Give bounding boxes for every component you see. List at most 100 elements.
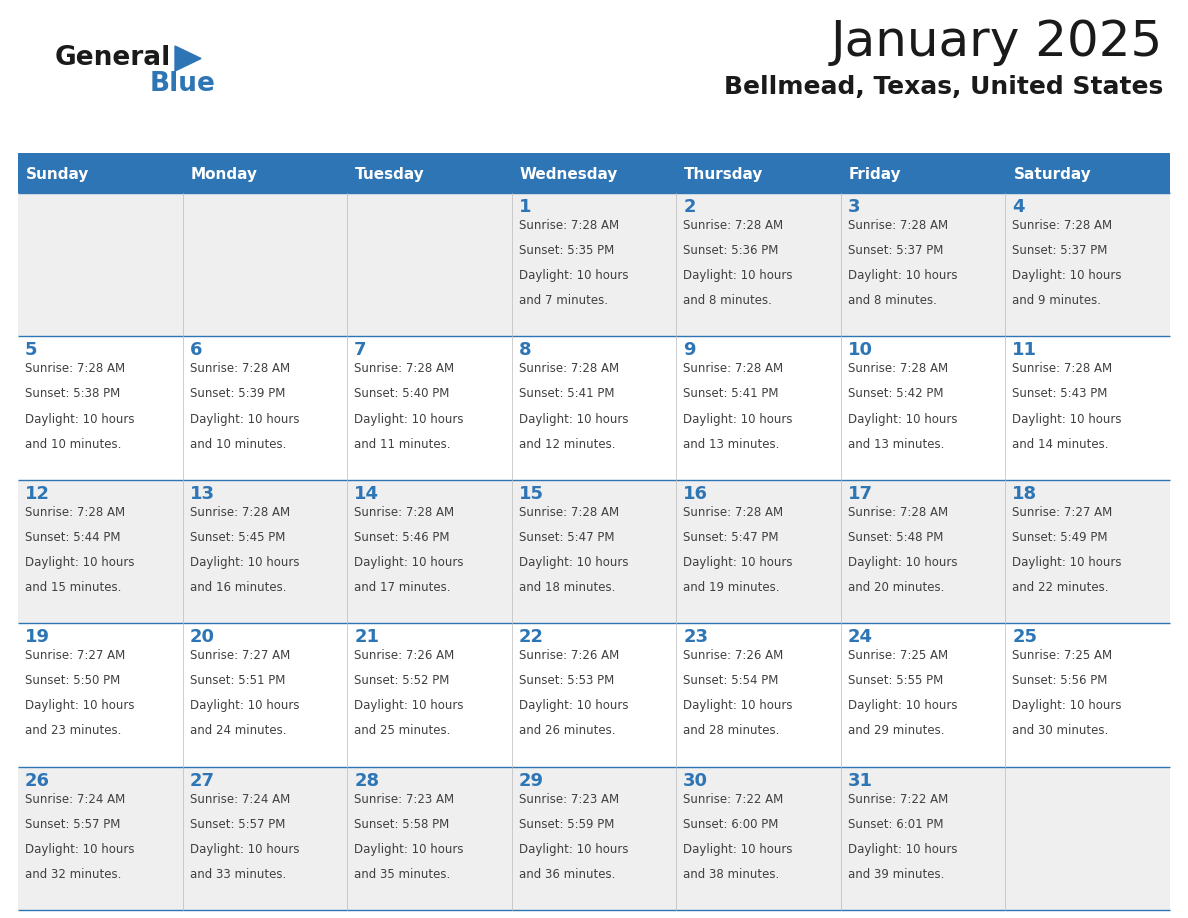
Text: Daylight: 10 hours: Daylight: 10 hours [1012, 700, 1121, 712]
Text: Monday: Monday [190, 166, 258, 182]
Text: Sunset: 5:37 PM: Sunset: 5:37 PM [848, 244, 943, 257]
Text: 21: 21 [354, 628, 379, 646]
Bar [347, 767, 512, 910]
Text: Sunrise: 7:28 AM: Sunrise: 7:28 AM [683, 363, 783, 375]
Text: Sunrise: 7:28 AM: Sunrise: 7:28 AM [519, 363, 619, 375]
Text: Sunset: 5:44 PM: Sunset: 5:44 PM [25, 531, 120, 543]
Text: Daylight: 10 hours: Daylight: 10 hours [683, 556, 792, 569]
Text: Sunrise: 7:28 AM: Sunrise: 7:28 AM [848, 363, 948, 375]
Text: Sunrise: 7:28 AM: Sunrise: 7:28 AM [25, 506, 125, 519]
Text: and 9 minutes.: and 9 minutes. [1012, 295, 1101, 308]
Bar [676, 193, 841, 336]
Text: and 15 minutes.: and 15 minutes. [25, 581, 121, 594]
Text: Sunrise: 7:25 AM: Sunrise: 7:25 AM [1012, 649, 1112, 662]
Text: Sunrise: 7:28 AM: Sunrise: 7:28 AM [1012, 219, 1112, 232]
Text: and 26 minutes.: and 26 minutes. [519, 724, 615, 737]
Text: Tuesday: Tuesday [355, 166, 425, 182]
Text: Bellmead, Texas, United States: Bellmead, Texas, United States [723, 75, 1163, 99]
Text: Sunrise: 7:27 AM: Sunrise: 7:27 AM [25, 649, 125, 662]
Text: Daylight: 10 hours: Daylight: 10 hours [190, 412, 299, 426]
Text: Sunrise: 7:26 AM: Sunrise: 7:26 AM [354, 649, 454, 662]
Text: and 17 minutes.: and 17 minutes. [354, 581, 450, 594]
Text: January 2025: January 2025 [830, 18, 1163, 66]
Text: 17: 17 [848, 485, 873, 503]
Text: Daylight: 10 hours: Daylight: 10 hours [848, 412, 958, 426]
Text: Sunset: 6:01 PM: Sunset: 6:01 PM [848, 818, 943, 831]
Text: Sunset: 5:52 PM: Sunset: 5:52 PM [354, 675, 449, 688]
Text: Daylight: 10 hours: Daylight: 10 hours [683, 269, 792, 282]
Bar [841, 623, 1005, 767]
Text: Daylight: 10 hours: Daylight: 10 hours [1012, 412, 1121, 426]
Text: Sunset: 5:43 PM: Sunset: 5:43 PM [1012, 387, 1107, 400]
Text: Daylight: 10 hours: Daylight: 10 hours [519, 700, 628, 712]
Text: Daylight: 10 hours: Daylight: 10 hours [354, 843, 463, 856]
Text: Sunrise: 7:28 AM: Sunrise: 7:28 AM [848, 506, 948, 519]
Text: Sunrise: 7:25 AM: Sunrise: 7:25 AM [848, 649, 948, 662]
Text: Sunrise: 7:28 AM: Sunrise: 7:28 AM [354, 506, 454, 519]
Text: 30: 30 [683, 772, 708, 789]
Text: Sunrise: 7:28 AM: Sunrise: 7:28 AM [190, 506, 290, 519]
Text: Sunset: 5:47 PM: Sunset: 5:47 PM [683, 531, 779, 543]
Text: and 20 minutes.: and 20 minutes. [848, 581, 944, 594]
Text: and 10 minutes.: and 10 minutes. [190, 438, 286, 451]
Text: Sunrise: 7:24 AM: Sunrise: 7:24 AM [25, 792, 125, 806]
Text: and 18 minutes.: and 18 minutes. [519, 581, 615, 594]
Text: Daylight: 10 hours: Daylight: 10 hours [683, 412, 792, 426]
Text: 19: 19 [25, 628, 50, 646]
Text: Sunrise: 7:23 AM: Sunrise: 7:23 AM [354, 792, 454, 806]
Bar [347, 155, 512, 193]
Text: and 25 minutes.: and 25 minutes. [354, 724, 450, 737]
Text: and 23 minutes.: and 23 minutes. [25, 724, 121, 737]
Text: Sunday: Sunday [26, 166, 89, 182]
Text: Sunset: 5:53 PM: Sunset: 5:53 PM [519, 675, 614, 688]
Text: Sunrise: 7:22 AM: Sunrise: 7:22 AM [848, 792, 948, 806]
Bar [512, 193, 676, 336]
Bar [512, 767, 676, 910]
Text: General: General [55, 45, 171, 71]
Bar [1005, 155, 1170, 193]
Text: and 7 minutes.: and 7 minutes. [519, 295, 608, 308]
Bar [347, 193, 512, 336]
Text: Sunset: 5:45 PM: Sunset: 5:45 PM [190, 531, 285, 543]
Text: Sunset: 5:35 PM: Sunset: 5:35 PM [519, 244, 614, 257]
Text: 5: 5 [25, 341, 38, 360]
Text: Sunrise: 7:28 AM: Sunrise: 7:28 AM [190, 363, 290, 375]
Text: Daylight: 10 hours: Daylight: 10 hours [848, 843, 958, 856]
Text: Daylight: 10 hours: Daylight: 10 hours [683, 700, 792, 712]
Text: Sunset: 5:46 PM: Sunset: 5:46 PM [354, 531, 449, 543]
Text: and 28 minutes.: and 28 minutes. [683, 724, 779, 737]
Text: and 19 minutes.: and 19 minutes. [683, 581, 779, 594]
Bar [676, 767, 841, 910]
Text: 29: 29 [519, 772, 544, 789]
Text: 31: 31 [848, 772, 873, 789]
Text: 23: 23 [683, 628, 708, 646]
Bar [18, 336, 183, 480]
Text: 24: 24 [848, 628, 873, 646]
Text: Daylight: 10 hours: Daylight: 10 hours [1012, 269, 1121, 282]
Text: Sunrise: 7:27 AM: Sunrise: 7:27 AM [190, 649, 290, 662]
Text: and 32 minutes.: and 32 minutes. [25, 868, 121, 881]
Text: Saturday: Saturday [1013, 166, 1092, 182]
Text: Sunrise: 7:28 AM: Sunrise: 7:28 AM [519, 219, 619, 232]
Text: 3: 3 [848, 198, 860, 216]
Text: Sunrise: 7:26 AM: Sunrise: 7:26 AM [683, 649, 784, 662]
Text: Sunrise: 7:28 AM: Sunrise: 7:28 AM [354, 363, 454, 375]
Text: and 10 minutes.: and 10 minutes. [25, 438, 121, 451]
Text: 15: 15 [519, 485, 544, 503]
Text: Daylight: 10 hours: Daylight: 10 hours [519, 556, 628, 569]
Text: and 29 minutes.: and 29 minutes. [848, 724, 944, 737]
Text: 1: 1 [519, 198, 531, 216]
Text: 18: 18 [1012, 485, 1037, 503]
Text: 28: 28 [354, 772, 379, 789]
Text: Sunrise: 7:27 AM: Sunrise: 7:27 AM [1012, 506, 1113, 519]
Bar [183, 480, 347, 623]
Bar [347, 336, 512, 480]
Text: and 30 minutes.: and 30 minutes. [1012, 724, 1108, 737]
Bar [183, 336, 347, 480]
Bar [1005, 767, 1170, 910]
Text: Daylight: 10 hours: Daylight: 10 hours [25, 700, 134, 712]
Text: Sunset: 5:40 PM: Sunset: 5:40 PM [354, 387, 449, 400]
Bar [676, 623, 841, 767]
Bar [841, 480, 1005, 623]
Bar [18, 480, 183, 623]
